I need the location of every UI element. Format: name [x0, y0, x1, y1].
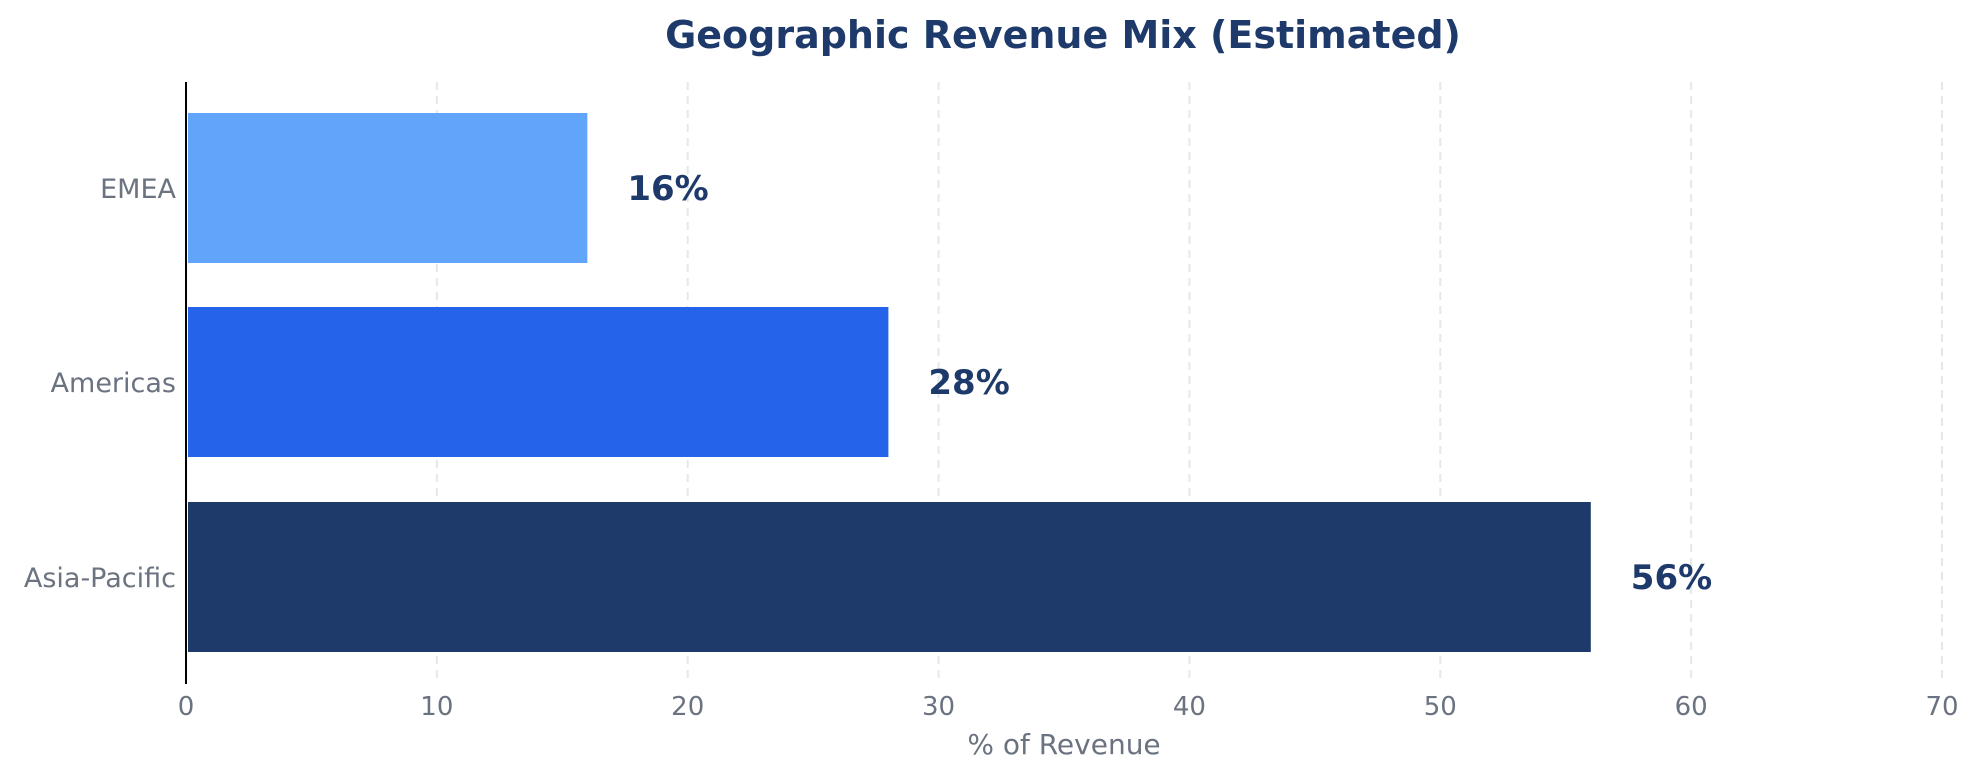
category-labels: EMEA Americas Asia-Pacific [24, 174, 177, 594]
x-tick-label: 10 [420, 692, 453, 722]
data-label: 28% [928, 363, 1009, 403]
category-label: Asia-Pacific [24, 563, 176, 594]
x-axis-label: % of Revenue [967, 728, 1160, 761]
chart-title: Geographic Revenue Mix (Estimated) [665, 13, 1461, 57]
data-label: 16% [627, 169, 708, 209]
x-tick-label: 30 [922, 692, 955, 722]
x-tick-label: 20 [671, 692, 704, 722]
data-label: 56% [1631, 558, 1712, 598]
data-labels: 16% 28% 56% [627, 169, 1712, 598]
bars [188, 113, 1591, 652]
x-tick-label: 60 [1675, 692, 1708, 722]
bar-emea [188, 113, 588, 263]
x-tick-label: 0 [178, 692, 195, 722]
x-tick-label: 40 [1173, 692, 1206, 722]
bar-asia-pacific [188, 502, 1591, 652]
bar-americas [188, 307, 889, 457]
category-label: Americas [51, 368, 176, 399]
x-tick-label: 70 [1925, 692, 1958, 722]
category-label: EMEA [100, 174, 176, 205]
x-tick-labels: 0 10 20 30 40 50 60 70 [178, 692, 1959, 722]
x-tick-label: 50 [1424, 692, 1457, 722]
